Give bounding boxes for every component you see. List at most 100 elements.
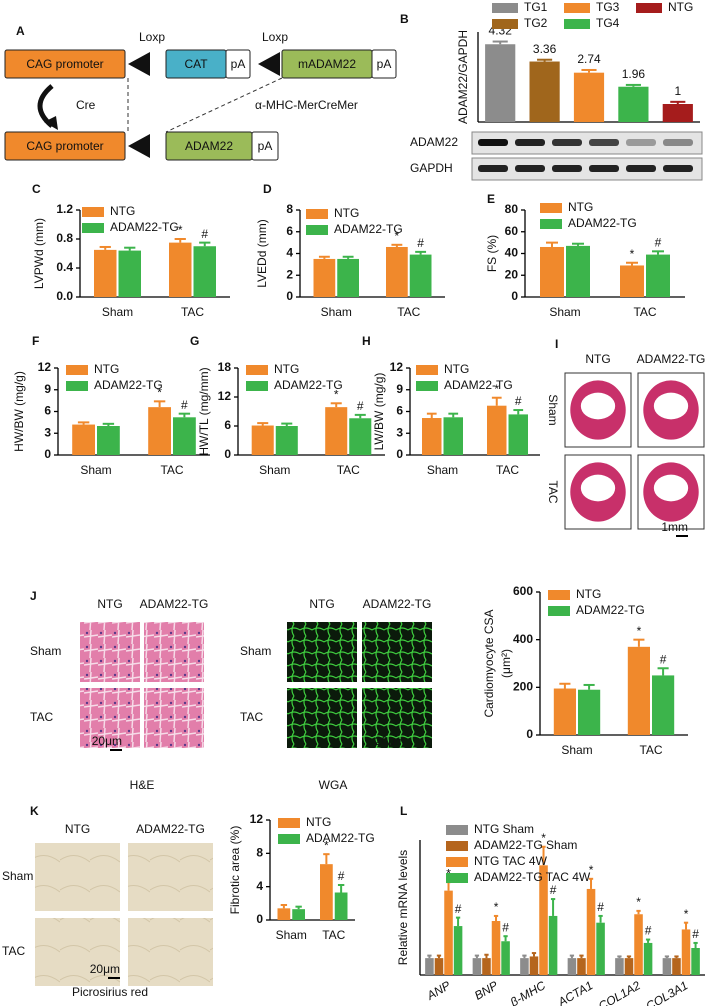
significance-marker: # [338,869,345,883]
legend-swatch [446,873,468,883]
legend-label: NTG [110,204,135,218]
panel-letter: D [263,182,272,196]
y-tick-label: 8 [256,846,263,860]
significance-marker: * [630,247,635,261]
x-tick-label: Sham [561,743,592,757]
bar [334,892,348,920]
significance-marker: * [684,907,689,921]
y-tick-label: 8 [286,202,293,216]
column-label: ADAM22-TG [136,822,205,836]
x-tick-label: Sham [102,305,133,319]
significance-marker: # [692,927,699,941]
value-label: 1 [674,84,681,98]
bar [275,426,298,455]
pa-box-label: pA [258,139,273,153]
bar [425,958,434,975]
legend-label: ADAM22-TG [576,603,645,617]
panel-letter: C [32,182,41,196]
promoter-label: CAG promoter [26,139,103,153]
bar [169,242,192,297]
y-tick-label: 6 [224,418,231,432]
y-axis-label: LVPWd (mm) [32,218,46,289]
bar [337,258,359,297]
bar [672,958,681,975]
x-tick-label: TAC [639,743,662,757]
legend-label: NTG [568,200,593,214]
dash [165,77,283,133]
significance-marker: * [395,229,400,243]
y-axis-label: FS (%) [485,235,499,272]
blot-label: ADAM22 [410,135,458,149]
legend-swatch [540,203,562,213]
bar [539,865,548,975]
y-tick-label: 3 [44,425,51,439]
pa-box [225,49,251,79]
y-tick-label: 60 [505,224,519,238]
column-label: ADAM22-TG [140,597,209,611]
significance-marker: # [645,924,652,938]
x-tick-label: TAC [181,305,204,319]
panel-letter: K [30,804,39,818]
section-image [35,918,120,986]
loxp-site [128,52,150,76]
promoter [4,131,126,161]
panel-letter: H [362,334,371,348]
bar [566,245,590,297]
y-tick-label: 0 [396,447,403,461]
legend-label: NTG [576,587,601,601]
significance-marker: * [324,838,329,852]
panel-letter: F [32,334,39,348]
y-tick-label: 12 [38,360,52,374]
legend-swatch [564,19,590,29]
legend-swatch [548,606,570,616]
section-image [144,688,204,748]
y-tick-label: 400 [513,632,533,646]
legend-label: ADAM22-TG TAC 4W [474,870,591,884]
significance-marker: # [655,235,662,249]
x-tick-label: TAC [496,463,519,477]
bar [487,405,507,455]
legend-label: NTG [306,815,331,829]
x-tick-label: TAC [160,463,183,477]
promoter [4,49,126,79]
pa-box-label: pA [231,57,246,71]
bar [444,890,453,975]
bar [620,265,644,297]
ventricle [653,392,689,420]
bar [485,44,516,122]
loxp-label: Loxp [262,30,288,44]
significance-marker: # [357,399,364,413]
caption: Picrosirius red [72,985,148,999]
pa-box [371,49,397,79]
blot-band [589,139,619,146]
y-axis-label: LW/BW (mg/g) [372,373,386,451]
legend-label: NTG TAC 4W [474,854,548,868]
y-tick-label: 40 [505,246,519,260]
section-image [128,843,213,911]
panel-letter: I [555,337,558,351]
row-label: TAC [546,480,560,503]
x-tick-label: ACTA1 [555,978,596,1006]
row-label: TAC [2,944,25,958]
legend-swatch [540,219,562,229]
column-label: ADAM22-TG [637,352,706,366]
scale-label: 20μm [90,962,120,976]
bar [618,86,649,122]
bar [97,426,120,455]
blot-band [478,165,508,172]
bar [443,417,463,455]
x-tick-label: TAC [397,305,420,319]
x-tick-label: Sham [321,305,352,319]
legend-label: ADAM22-TG [94,378,163,392]
bar [646,254,670,297]
legend-swatch [636,3,662,13]
bar [596,922,605,975]
legend-label: TG2 [524,16,548,30]
blot-band [626,165,656,172]
bar [501,941,510,975]
legend-label: NTG Sham [474,822,534,836]
y-tick-label: 12 [390,360,404,374]
y-tick-label: 12 [250,812,264,826]
y-tick-label: 2 [286,267,293,281]
